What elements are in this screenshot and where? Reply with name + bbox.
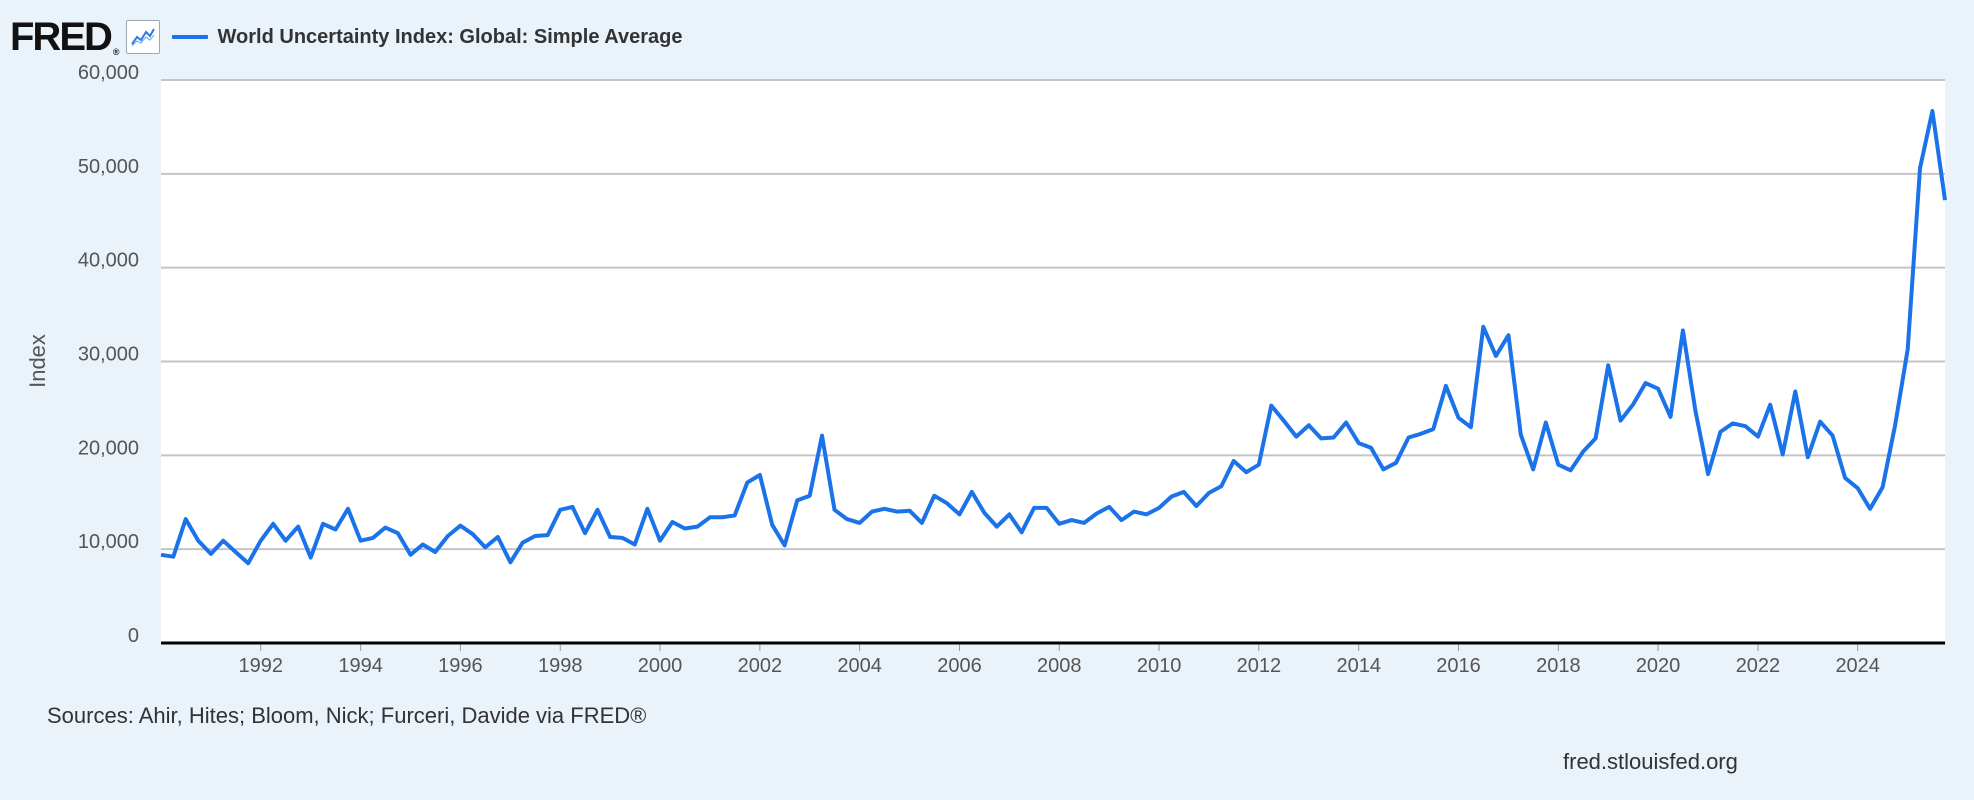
x-tick-label: 2012 xyxy=(1237,655,1282,677)
line-chart-icon[interactable] xyxy=(125,20,160,54)
x-tick-label: 2000 xyxy=(638,655,683,677)
legend-swatch xyxy=(171,35,208,39)
x-tick-label: 1994 xyxy=(338,655,383,677)
x-tick-label: 2008 xyxy=(1037,655,1082,677)
y-tick-label: 0 xyxy=(128,625,139,647)
series-line[interactable] xyxy=(160,109,1947,566)
x-tick-label: 1992 xyxy=(238,655,283,677)
x-tick-label: 2014 xyxy=(1336,655,1381,677)
legend-label: World Uncertainty Index: Global: Simple … xyxy=(217,25,683,48)
x-tick-label: 2002 xyxy=(738,655,783,677)
y-tick-label: 60,000 xyxy=(78,62,139,84)
chart-header: FRED ® World Uncertainty Index: Global: S… xyxy=(10,14,682,60)
x-tick-label: 2022 xyxy=(1736,655,1781,677)
chart-legend: World Uncertainty Index: Global: Simple … xyxy=(171,25,683,49)
y-axis-ticks: 0 10,000 20,000 30,000 40,000 50,000 60,000 xyxy=(78,62,139,647)
x-tick-label: 2024 xyxy=(1835,655,1880,677)
x-tick-label: 1996 xyxy=(438,655,483,677)
x-tick-label: 2018 xyxy=(1536,655,1581,677)
y-tick-label: 20,000 xyxy=(78,437,139,459)
x-axis-ticks: 1992 1994 1996 1998 2000 2002 2004 2006 2008 2010… xyxy=(238,643,1880,677)
x-tick-label: 2004 xyxy=(837,655,882,677)
x-tick-label: 2020 xyxy=(1636,655,1681,677)
y-tick-label: 40,000 xyxy=(78,250,139,272)
x-tick-label: 2010 xyxy=(1137,655,1182,677)
sources-note: Sources: Ahir, Hites; Bloom, Nick; Furce… xyxy=(47,703,647,728)
x-tick-label: 2006 xyxy=(937,655,982,677)
y-tick-label: 10,000 xyxy=(78,531,139,553)
y-axis-label: Index xyxy=(25,334,50,388)
gridlines xyxy=(161,79,1945,551)
y-tick-label: 30,000 xyxy=(78,344,139,366)
y-tick-label: 50,000 xyxy=(78,156,139,178)
fred-logo[interactable]: FRED ® xyxy=(10,15,119,59)
x-tick-label: 2016 xyxy=(1436,655,1481,677)
x-tick-label: 1998 xyxy=(538,655,583,677)
site-url[interactable]: fred.stlouisfed.org xyxy=(1563,749,1738,774)
